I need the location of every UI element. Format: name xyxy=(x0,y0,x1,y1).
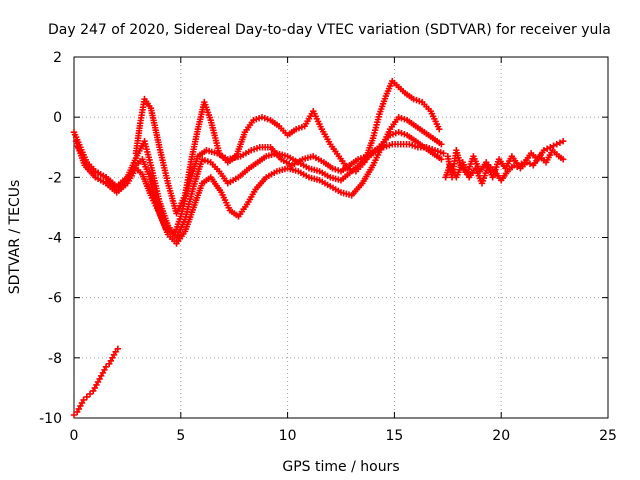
y-tick-label: -10 xyxy=(39,411,62,427)
chart-title: Day 247 of 2020, Sidereal Day-to-day VTE… xyxy=(48,22,611,38)
data-point xyxy=(510,162,518,169)
x-tick-label: 0 xyxy=(70,428,79,444)
data-point xyxy=(559,138,567,145)
data-point xyxy=(436,126,443,133)
series-track-6 xyxy=(442,147,567,187)
data-point xyxy=(438,141,445,148)
points-layer xyxy=(70,77,567,419)
series-track-4 xyxy=(132,77,443,217)
data-point xyxy=(514,163,521,171)
x-tick-label: 25 xyxy=(599,428,617,444)
data-point xyxy=(102,363,110,371)
x-tick-label: 5 xyxy=(176,428,185,444)
data-point xyxy=(438,156,445,163)
data-point xyxy=(540,147,548,154)
data-point xyxy=(556,139,564,146)
data-point xyxy=(523,159,531,166)
x-tick-label: 10 xyxy=(279,428,297,444)
data-point xyxy=(550,142,557,149)
x-tick-label: 15 xyxy=(385,428,403,444)
x-tick-label: 20 xyxy=(492,428,510,444)
y-axis-label: SDTVAR / TECUs xyxy=(7,180,23,295)
data-point xyxy=(553,141,560,148)
data-point xyxy=(70,411,78,419)
y-tick-label: 0 xyxy=(53,110,62,126)
y-tick-label: -6 xyxy=(48,291,62,307)
data-point xyxy=(559,156,567,163)
data-point xyxy=(543,145,551,152)
tick-layer: 0 5 10 15 20 25 -10 -8 -6 -4 -2 0 2 xyxy=(39,50,617,444)
y-tick-label: -8 xyxy=(48,351,62,367)
data-point xyxy=(114,345,121,353)
data-point xyxy=(83,393,91,401)
y-tick-label: -4 xyxy=(48,231,62,247)
series-track-3 xyxy=(72,113,445,247)
y-tick-label: 2 xyxy=(53,50,62,66)
data-point xyxy=(80,396,87,404)
x-axis-label: GPS time / hours xyxy=(282,459,399,475)
y-tick-label: -2 xyxy=(48,170,62,186)
grid-layer xyxy=(74,57,608,418)
series-track-2 xyxy=(75,129,445,241)
series-track-7 xyxy=(70,345,121,419)
data-point xyxy=(86,390,94,398)
data-point xyxy=(440,150,447,157)
